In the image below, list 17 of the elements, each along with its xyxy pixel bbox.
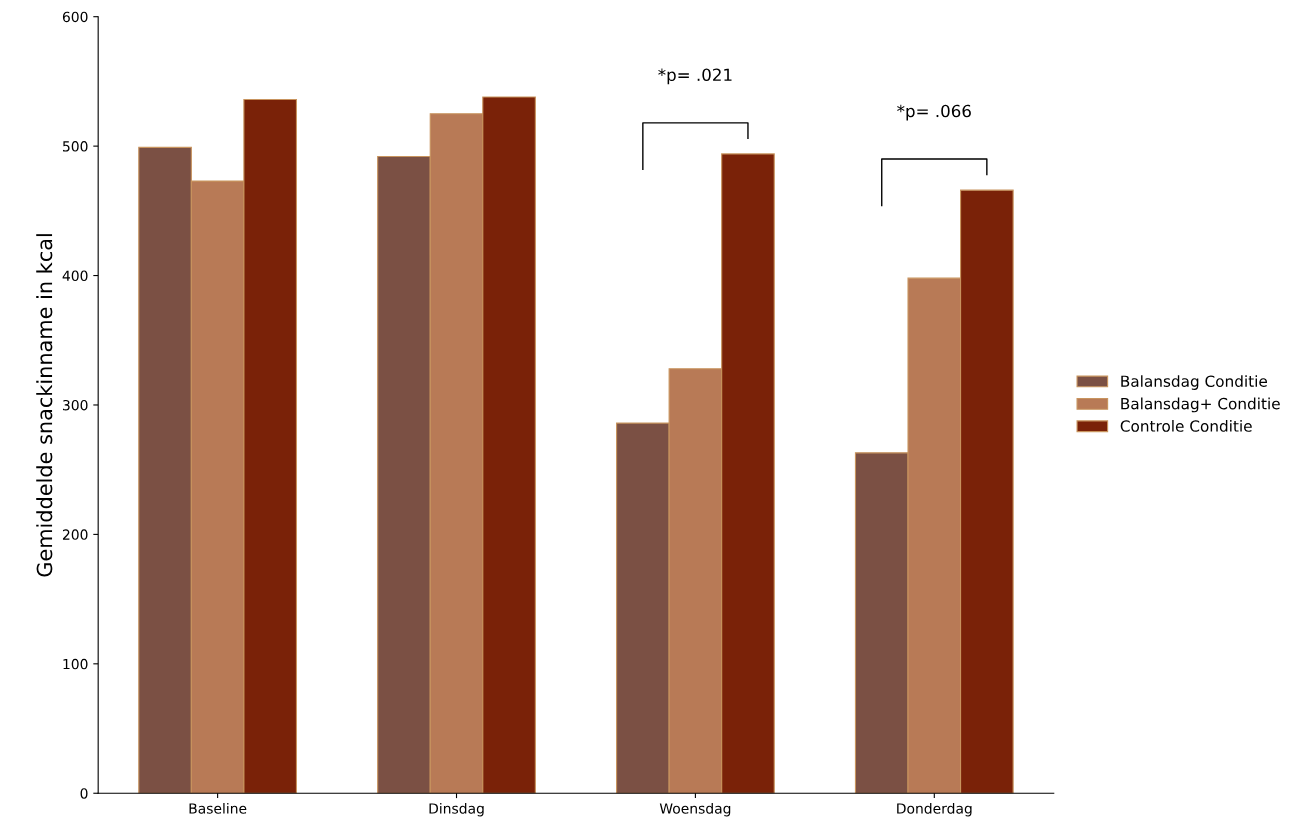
legend-label: Controle Conditie	[1120, 420, 1252, 432]
y-tick-label: 0	[80, 788, 88, 799]
x-tick-label: Woensdag	[659, 802, 731, 817]
y-tick-label: 500	[63, 141, 88, 152]
legend-label: Balansdag+ Conditie	[1121, 397, 1280, 413]
x-tick-label: Baseline	[189, 802, 247, 814]
annotation: *p= .066	[897, 104, 971, 121]
x-tick-label: Dinsdag	[429, 802, 484, 817]
y-tick-label: 400	[62, 270, 88, 282]
legend-label: Balansdag Conditie	[1121, 375, 1267, 390]
x-tick-label: Donderdag	[897, 802, 972, 817]
y-tick-label: 200	[62, 529, 88, 540]
annotation: *p= .021	[658, 68, 732, 85]
y-axis-title: Gemiddelde snackinname in kcal	[36, 234, 53, 577]
y-tick-label: 600	[62, 11, 88, 23]
y-tick-label: 300	[63, 399, 88, 411]
y-tick-label: 100	[63, 658, 88, 670]
